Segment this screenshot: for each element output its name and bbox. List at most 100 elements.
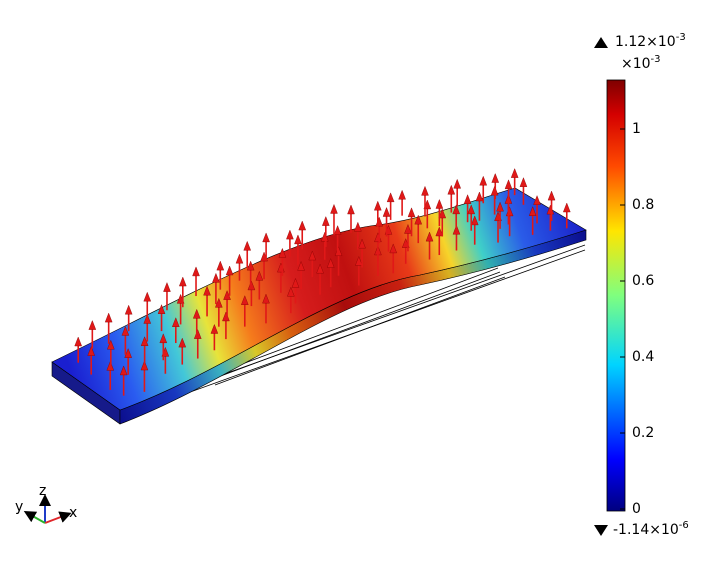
load-arrow-head (404, 223, 412, 234)
colorbar-ticks (620, 128, 625, 510)
load-arrow-head (347, 204, 355, 215)
load-arrow-head (435, 226, 444, 237)
load-arrow-head (528, 206, 537, 216)
load-arrow-head (88, 320, 97, 330)
load-arrow-head (333, 225, 342, 235)
load-arrow-head (386, 192, 395, 203)
load-arrow-head (308, 250, 317, 261)
load-arrow-head (414, 214, 423, 225)
load-arrow-head (425, 231, 434, 242)
load-arrow-head (504, 179, 513, 190)
load-arrow-head (287, 286, 295, 297)
load-arrow-head (496, 201, 504, 212)
load-arrow-head (216, 260, 225, 271)
load-arrow-head (294, 234, 302, 245)
load-arrow-head (262, 232, 270, 243)
load-arrow-head (330, 203, 338, 214)
load-arrow-head (547, 190, 556, 201)
max-marker-icon (594, 37, 608, 48)
load-arrow-head (355, 255, 363, 266)
load-arrow-head (286, 229, 294, 240)
load-arrow-head (215, 297, 223, 308)
beam-top-face (51, 187, 587, 411)
load-arrow-head (203, 285, 211, 296)
load-arrow-head (453, 178, 462, 189)
load-arrow-head (358, 238, 366, 249)
load-arrow-head (124, 348, 132, 358)
load-arrow-head (382, 206, 391, 217)
load-arrow-head (243, 240, 252, 251)
load-arrow-head (533, 195, 541, 205)
load-arrow-head (491, 173, 500, 183)
load-arrow-head (178, 337, 187, 348)
load-arrow-head (452, 204, 461, 215)
load-arrow-head (163, 282, 171, 292)
load-arrow-head (298, 220, 307, 231)
load-arrow-head (435, 198, 444, 209)
colorbar-tick-label: 0.8 (632, 197, 655, 213)
colorbar-tick-label: 0.6 (632, 273, 655, 289)
load-arrow-head (121, 325, 130, 336)
load-arrow-head (297, 260, 305, 271)
colorbar[interactable] (606, 79, 626, 512)
load-arrows (74, 168, 571, 396)
colorbar-tick-label: 0 (632, 501, 641, 517)
colorbar-tick-label: 0.4 (632, 349, 655, 365)
min-marker-icon (594, 525, 608, 536)
load-arrow-head (389, 243, 398, 254)
load-arrow-head (398, 189, 406, 200)
load-arrow-head (407, 207, 416, 218)
load-arrow-head (210, 323, 219, 334)
load-arrow-head (470, 215, 479, 226)
load-arrow-head (447, 184, 456, 195)
load-arrow-head (463, 194, 472, 204)
load-arrow-head (562, 202, 571, 213)
load-arrow-head (326, 257, 335, 268)
load-arrow-head (157, 304, 166, 314)
colorbar-min-label: -1.14×10-6 (613, 520, 689, 538)
load-arrow-head (438, 208, 447, 219)
load-arrow-head (159, 333, 168, 344)
axes-triad (23, 494, 72, 524)
load-arrow-head (334, 246, 343, 256)
load-arrow-head (475, 191, 484, 202)
load-arrow-head (375, 216, 383, 227)
load-arrow-head (467, 204, 476, 215)
load-arrow-head (192, 308, 201, 319)
deformed-beam[interactable] (51, 187, 587, 425)
colorbar-tick-label: 1 (632, 121, 641, 137)
load-arrow-head (255, 270, 264, 281)
load-arrow-head (421, 185, 429, 196)
load-arrow-head (104, 312, 113, 323)
load-arrow-head (140, 360, 149, 371)
colorbar-tick-label: 0.2 (632, 425, 655, 441)
load-arrow-head (171, 317, 180, 327)
load-arrow-head (192, 266, 200, 277)
load-arrow-head (119, 365, 128, 376)
load-arrow-head (124, 304, 133, 315)
axis-z-label: z (39, 483, 47, 499)
load-arrow-head (140, 336, 149, 346)
load-arrow-head (291, 277, 300, 288)
load-arrow-head (225, 265, 234, 276)
load-arrow-head (354, 221, 362, 232)
load-arrow-head (179, 276, 187, 287)
load-arrow-head (519, 177, 528, 187)
load-arrow-head (240, 295, 249, 305)
colorbar-scale-label: ×10-3 (621, 54, 661, 72)
load-arrow-head (262, 293, 270, 304)
colorbar-max-label: 1.12×10-3 (615, 32, 686, 50)
axis-y-label: y (15, 499, 24, 515)
load-arrow-head (479, 175, 488, 186)
load-arrow-head (510, 168, 519, 178)
load-arrow-head (235, 253, 244, 264)
load-arrow-head (374, 200, 382, 211)
undeformed-outline (117, 244, 586, 419)
load-arrow-head (246, 260, 255, 271)
load-arrow-head (316, 263, 324, 274)
load-arrow-head (143, 291, 152, 302)
load-arrow-head (278, 247, 287, 258)
load-arrow-head (74, 336, 83, 347)
axis-x-label: x (69, 505, 78, 521)
